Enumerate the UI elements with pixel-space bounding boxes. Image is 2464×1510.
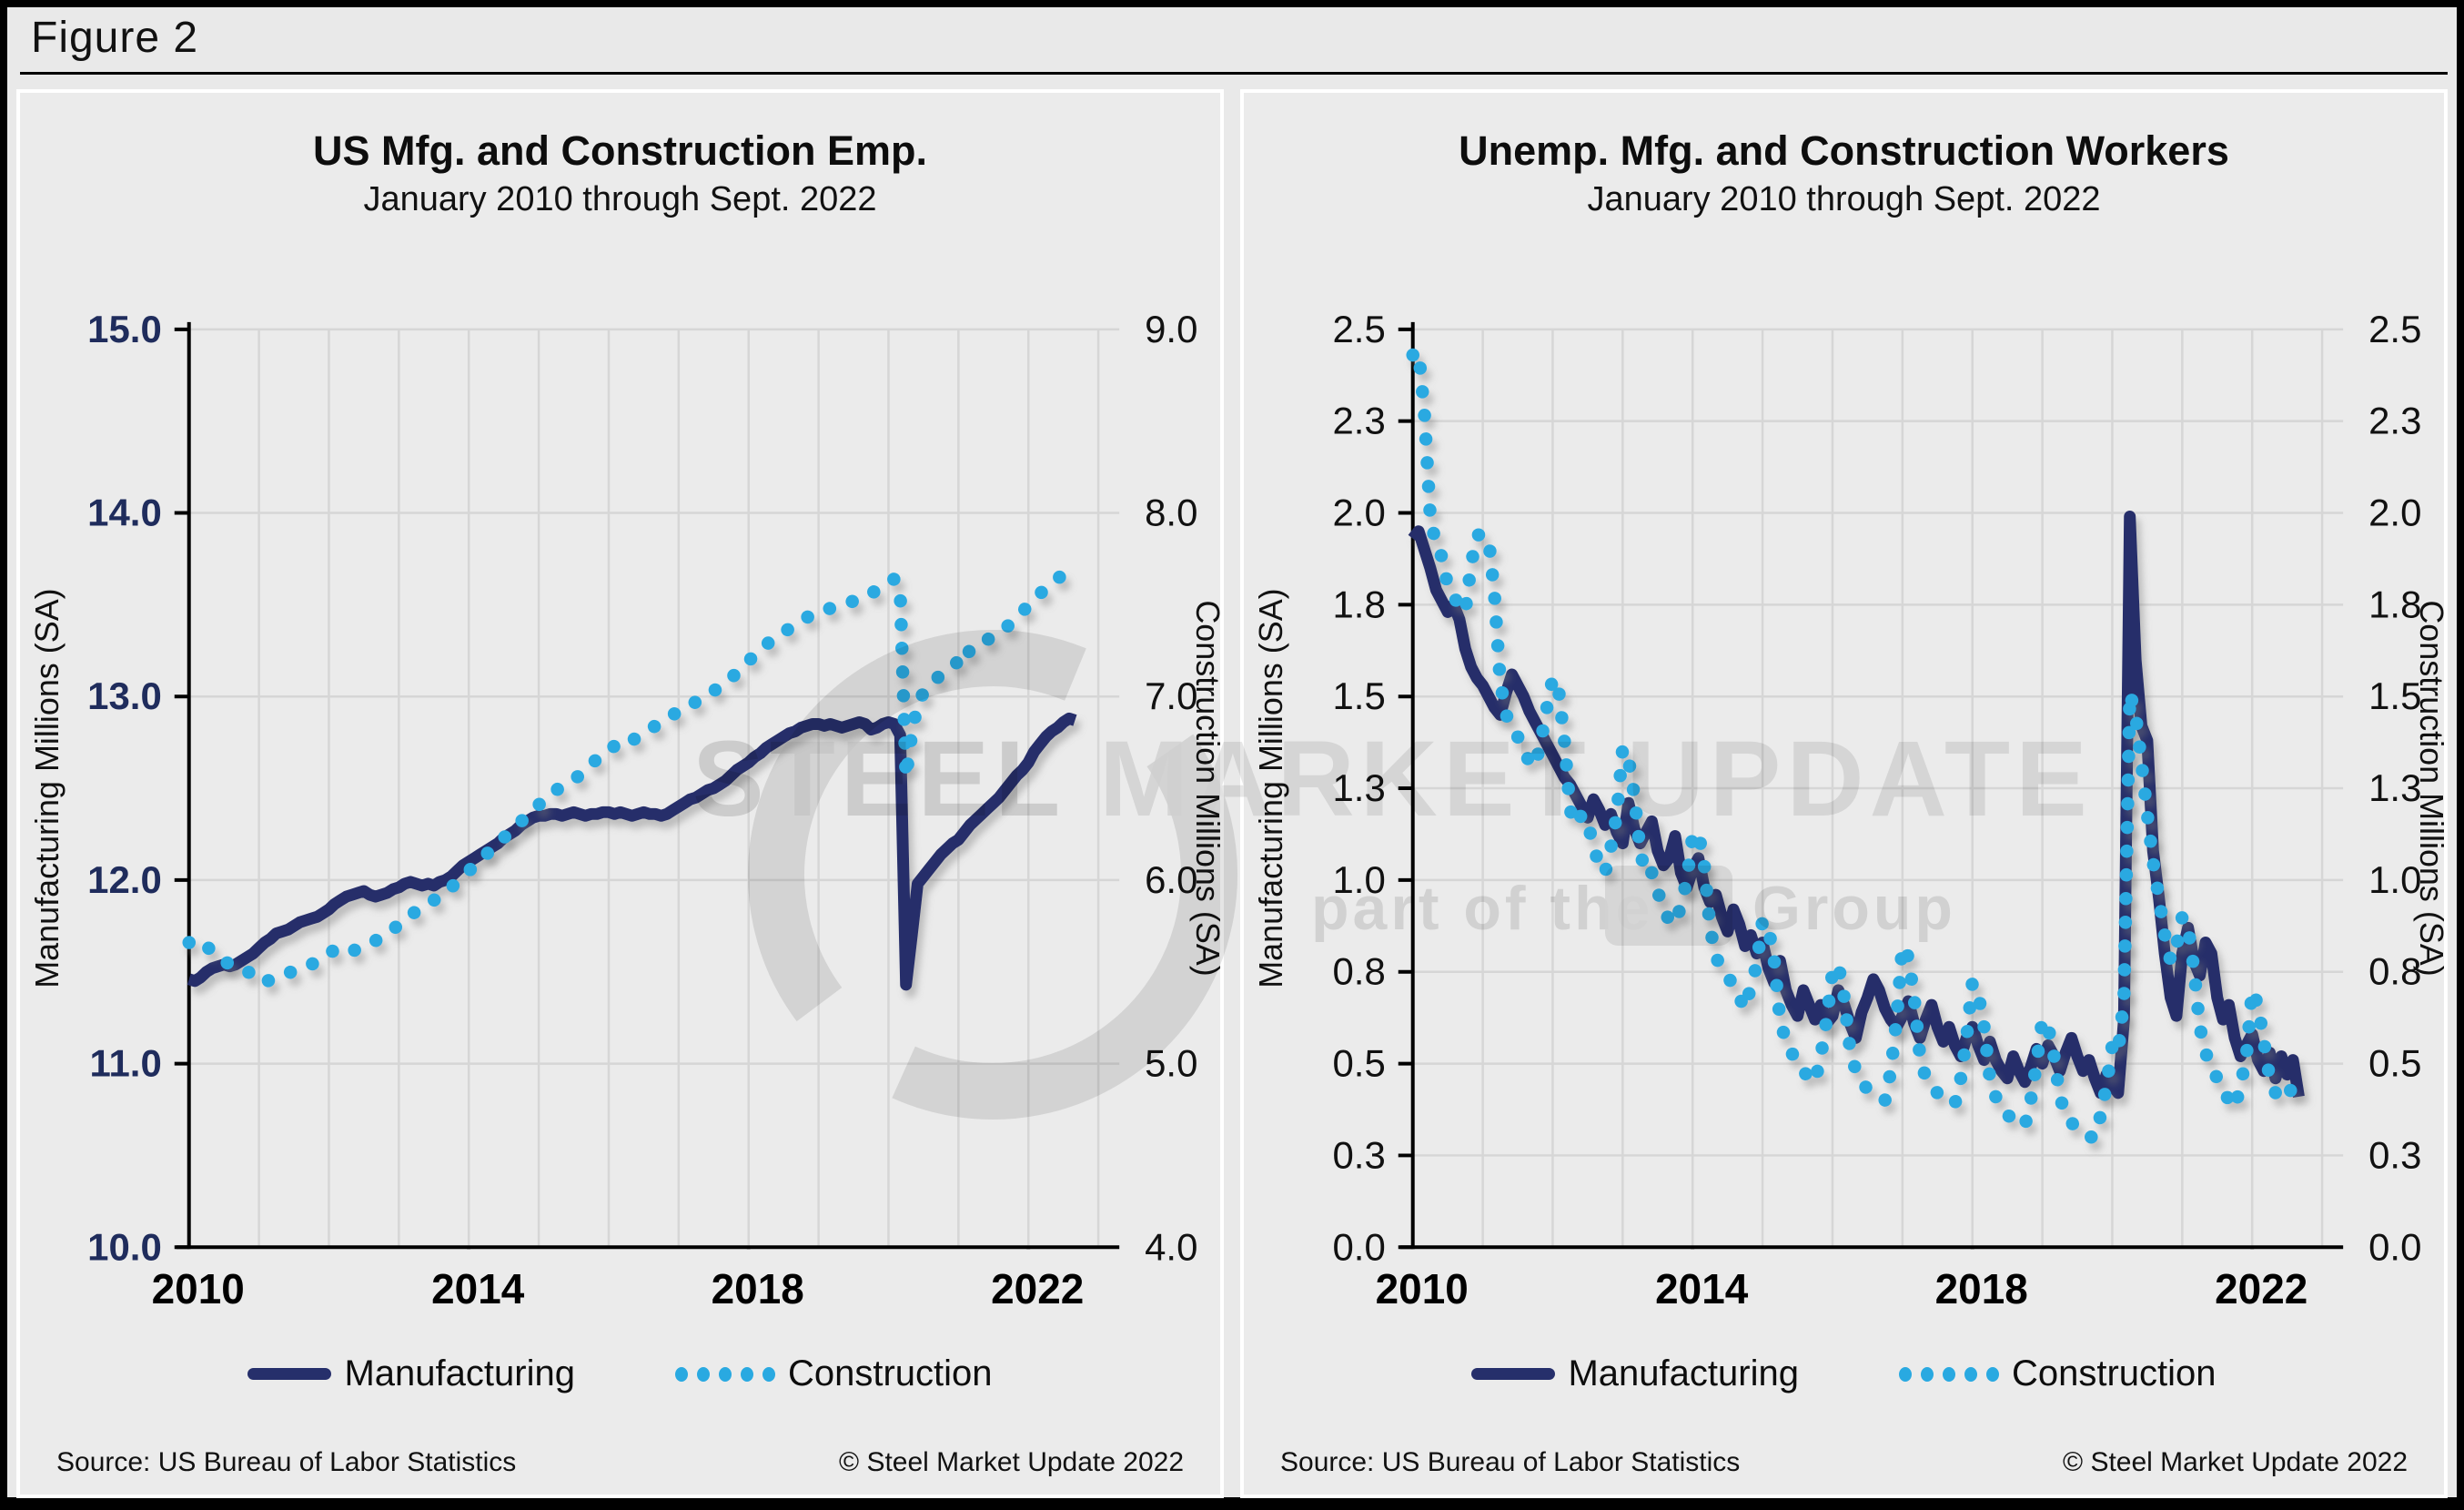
construction-dots-swatch	[1898, 1366, 1999, 1382]
svg-text:Construction Millions (SA): Construction Millions (SA)	[1189, 600, 1220, 976]
legend-label: Manufacturing	[344, 1353, 575, 1394]
svg-text:1.8: 1.8	[2368, 583, 2421, 625]
svg-text:2.0: 2.0	[1332, 491, 1385, 533]
svg-text:1.3: 1.3	[1332, 766, 1385, 809]
svg-text:1.5: 1.5	[2368, 674, 2421, 717]
svg-text:2.3: 2.3	[2368, 400, 2421, 442]
legend-item-manufacturing: Manufacturing	[1471, 1353, 1799, 1394]
svg-text:10.0: 10.0	[87, 1225, 162, 1268]
svg-text:12.0: 12.0	[87, 858, 162, 901]
header-rule	[20, 72, 2448, 75]
svg-text:2.5: 2.5	[2368, 308, 2421, 350]
svg-text:15.0: 15.0	[87, 308, 162, 350]
svg-text:5.0: 5.0	[1145, 1042, 1197, 1085]
svg-text:14.0: 14.0	[87, 491, 162, 533]
svg-text:2.0: 2.0	[2368, 491, 2421, 533]
legend-item-construction: Construction	[1898, 1353, 2217, 1394]
legend-label: Manufacturing	[1568, 1353, 1799, 1394]
svg-text:0.5: 0.5	[1332, 1042, 1385, 1085]
svg-text:2022: 2022	[2215, 1265, 2307, 1312]
svg-text:0.3: 0.3	[2368, 1133, 2421, 1176]
manufacturing-line-swatch	[247, 1368, 332, 1381]
svg-text:0.8: 0.8	[2368, 950, 2421, 993]
figure-label: Figure 2	[31, 14, 199, 62]
legend-item-construction: Construction	[674, 1353, 993, 1394]
figure-header: Figure 2	[7, 7, 2457, 63]
svg-text:0.3: 0.3	[1332, 1133, 1385, 1176]
svg-text:2010: 2010	[152, 1265, 245, 1312]
panel-footer: Source: US Bureau of Labor Statistics © …	[1280, 1447, 2408, 1478]
svg-text:1.0: 1.0	[2368, 858, 2421, 901]
svg-text:2.3: 2.3	[1332, 400, 1385, 442]
employment-plot: 15.014.013.012.011.010.09.08.07.06.05.04…	[28, 308, 1220, 1312]
source-note: Source: US Bureau of Labor Statistics	[56, 1447, 517, 1477]
svg-text:2018: 2018	[1935, 1265, 2028, 1312]
chart-subtitle: January 2010 through Sept. 2022	[1587, 180, 2101, 218]
chart-title: Unemp. Mfg. and Construction Workers	[1459, 127, 2229, 174]
svg-text:11.0: 11.0	[89, 1042, 161, 1085]
svg-text:Manufacturing Millions (SA): Manufacturing Millions (SA)	[1252, 588, 1289, 988]
manufacturing-line-swatch	[1471, 1368, 1556, 1381]
svg-text:2.5: 2.5	[1332, 308, 1385, 350]
svg-text:0.0: 0.0	[2368, 1225, 2421, 1268]
svg-text:8.0: 8.0	[1145, 491, 1197, 533]
source-note: Source: US Bureau of Labor Statistics	[1280, 1447, 1741, 1477]
svg-text:2018: 2018	[712, 1265, 804, 1312]
svg-text:9.0: 9.0	[1145, 308, 1197, 350]
construction-dots-swatch	[674, 1366, 775, 1382]
svg-text:2010: 2010	[1376, 1265, 1469, 1312]
svg-text:2014: 2014	[1655, 1265, 1749, 1312]
chart-title: US Mfg. and Construction Emp.	[313, 127, 927, 174]
svg-text:Manufacturing Millions (SA): Manufacturing Millions (SA)	[28, 588, 66, 988]
svg-text:0.5: 0.5	[2368, 1042, 2421, 1085]
svg-text:2014: 2014	[431, 1265, 525, 1312]
unemployment-plot: 2.5 2.3 2.0 1.8 1.5 1.3 1.0 0.8 0.5 0.3 0.0 2.5 2.3 2…	[1252, 308, 2444, 1312]
chart-subtitle: January 2010 through Sept. 2022	[363, 180, 877, 218]
copyright-note: © Steel Market Update 2022	[839, 1447, 1184, 1477]
employment-chart-panel: US Mfg. and Construction Emp. January 20…	[16, 89, 1224, 1498]
legend-label: Construction	[2011, 1353, 2217, 1394]
svg-text:0.0: 0.0	[1332, 1225, 1385, 1268]
panel-footer: Source: US Bureau of Labor Statistics © …	[56, 1447, 1184, 1478]
svg-text:13.0: 13.0	[87, 674, 162, 717]
svg-text:4.0: 4.0	[1145, 1225, 1197, 1268]
legend-item-manufacturing: Manufacturing	[247, 1353, 575, 1394]
svg-text:0.8: 0.8	[1332, 950, 1385, 993]
svg-text:1.5: 1.5	[1332, 674, 1385, 717]
svg-text:2022: 2022	[991, 1265, 1084, 1312]
svg-text:1.0: 1.0	[1332, 858, 1385, 901]
unemployment-chart-panel: Unemp. Mfg. and Construction Workers Jan…	[1240, 89, 2448, 1498]
svg-text:Construction Millions (SA): Construction Millions (SA)	[2413, 600, 2444, 976]
legend-label: Construction	[787, 1353, 993, 1394]
legend: Manufacturing Construction	[1244, 1353, 2444, 1394]
legend: Manufacturing Construction	[20, 1353, 1220, 1394]
svg-text:1.8: 1.8	[1332, 583, 1385, 625]
svg-text:1.3: 1.3	[2368, 766, 2421, 809]
charts-row: US Mfg. and Construction Emp. January 20…	[7, 75, 2457, 1507]
copyright-note: © Steel Market Update 2022	[2063, 1447, 2408, 1477]
